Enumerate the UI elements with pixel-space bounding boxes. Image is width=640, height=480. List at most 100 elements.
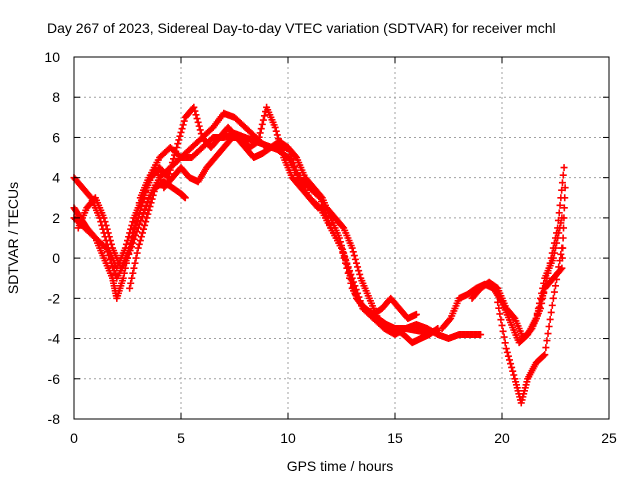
data-point [356,270,364,278]
data-point [194,118,202,126]
data-point [171,151,179,159]
data-point [544,269,552,277]
data-point [274,135,282,143]
data-point [323,213,331,221]
data-point [129,239,137,247]
data-point [127,279,135,287]
data-points [70,103,569,407]
data-point [135,240,143,248]
data-point [102,221,110,229]
data-point [557,265,565,273]
data-point [140,195,148,203]
data-point [544,330,552,338]
data-point [561,194,569,202]
data-point [178,125,186,133]
data-point [547,254,555,262]
data-point [136,237,144,245]
data-point [101,218,109,226]
data-point [543,274,551,282]
data-point [338,244,345,252]
data-point [340,254,348,262]
data-point [126,247,134,255]
data-point [558,179,566,187]
x-tick-label: 0 [70,430,78,446]
data-point [354,263,362,271]
data-point [259,116,267,124]
data-point [140,225,148,233]
data-point [348,244,356,252]
data-point [559,244,567,252]
data-point [560,204,568,212]
data-point [557,250,565,258]
data-point [190,103,198,111]
data-point [107,240,115,248]
data-point [509,367,517,375]
series-track-5 [126,178,189,292]
data-point [149,191,157,199]
data-point [119,274,127,282]
data-point [549,244,557,252]
data-point [86,193,94,201]
data-point [126,284,134,292]
data-point [541,351,549,359]
data-point [103,248,111,256]
data-point [508,363,516,371]
data-point [138,229,146,237]
x-tick-label: 25 [601,430,617,446]
data-point [339,249,347,257]
data-point [559,234,567,242]
data-point [412,310,420,318]
data-point [503,348,511,356]
data-point [134,244,142,252]
data-point [502,345,510,353]
x-tick-label: 10 [280,430,296,446]
data-point [136,220,144,228]
data-point [144,210,152,218]
x-axis-label: GPS time / hours [287,458,394,474]
data-point [540,352,548,360]
data-point [550,239,558,247]
data-point [101,243,109,251]
y-tick-label: 6 [52,129,60,145]
x-tick-label: 20 [494,430,510,446]
data-point [283,153,291,161]
data-point [510,371,518,379]
data-point [346,274,354,282]
data-point [109,263,117,271]
data-point [510,313,518,321]
axis-ticks [73,56,610,420]
data-point [545,322,553,330]
data-point [150,187,158,195]
data-point [129,269,137,277]
data-point [134,224,142,232]
axis-tick-labels: 0 5 10 15 20 25 -8 -6 -4 -2 0 2 4 6 8 10 [44,49,617,446]
series-track-7 [468,164,568,343]
data-point [542,344,550,352]
data-point [271,123,279,131]
data-point [133,228,141,236]
data-point [527,326,535,334]
data-point [181,194,189,202]
data-point [172,147,180,155]
data-point [554,224,562,232]
data-point [256,129,264,137]
data-point [103,225,111,233]
data-point [352,259,360,267]
data-point [546,259,554,267]
data-point [532,314,540,322]
data-point [132,254,140,262]
data-point [561,184,569,192]
data-point [195,122,203,130]
data-point [147,199,155,207]
y-tick-label: 4 [52,170,60,186]
data-point [102,244,110,252]
data-point [501,339,509,347]
data-point [137,216,145,224]
data-point [316,194,324,202]
data-point [535,303,543,311]
data-point [130,264,138,272]
y-tick-label: -6 [48,371,61,387]
data-point [138,199,146,207]
data-point [538,296,546,304]
